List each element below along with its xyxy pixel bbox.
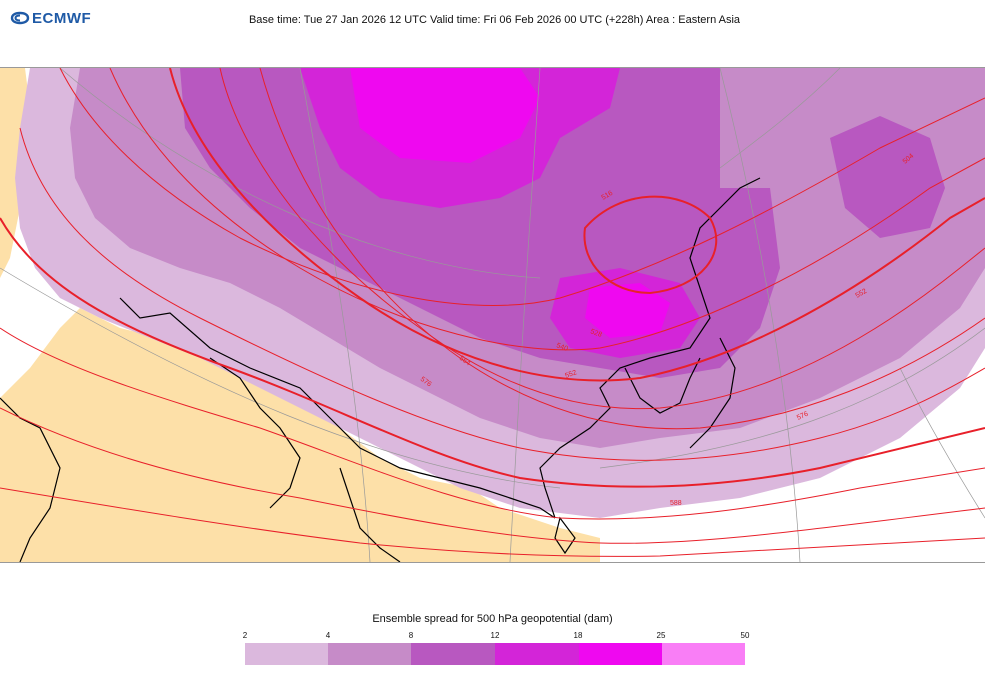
legend-tick-3: 8 [408,631,414,640]
contour-label-3: 540 [555,342,568,353]
legend-colorbar [245,643,745,665]
legend-swatch-2 [328,643,411,665]
land-south-asia [0,308,600,562]
map-title-text: Base time: Tue 27 Jan 2026 12 UTC Valid … [248,14,741,26]
graticule [0,67,985,563]
map-canvas: 516 528 540 552 564 576 588 504 576 552 [0,67,985,563]
ecmwf-logo: ECMWF [10,9,91,27]
contour-label-9: 576 [796,410,810,421]
contour-label-1: 516 [601,190,615,202]
legend-tick-4: 12 [490,631,500,640]
contour-label-10: 552 [855,288,869,300]
spread-level-3-east [830,116,945,238]
spread-level-5 [350,68,540,163]
legend-swatch-3 [411,643,495,665]
legend-swatch-1 [245,643,328,665]
legend-swatch-4 [495,643,579,665]
legend-swatch-5 [579,643,662,665]
legend-tick-5: 18 [573,631,583,640]
ecmwf-logo-text: ECMWF [32,9,92,27]
legend-tick-1: 2 [242,631,248,640]
legend-tick-6: 25 [656,631,666,640]
spread-level-5-korea [585,283,670,338]
legend-tick-2: 4 [325,631,331,640]
contour-label-7: 588 [670,500,682,507]
ecmwf-logo-icon [10,11,30,25]
legend-title: Ensemble spread for 500 hPa geopotential… [372,613,613,625]
legend-swatch-6 [662,643,745,665]
geopotential-contours [0,67,985,557]
coastlines [0,177,761,563]
contour-label-2: 528 [589,328,602,339]
contour-label-4: 552 [564,369,577,380]
map-title: Base time: Tue 27 Jan 2026 12 UTC Valid … [0,14,985,26]
legend-tick-7: 50 [740,631,750,640]
forecast-map[interactable]: 516 528 540 552 564 576 588 504 576 552 [0,67,985,563]
